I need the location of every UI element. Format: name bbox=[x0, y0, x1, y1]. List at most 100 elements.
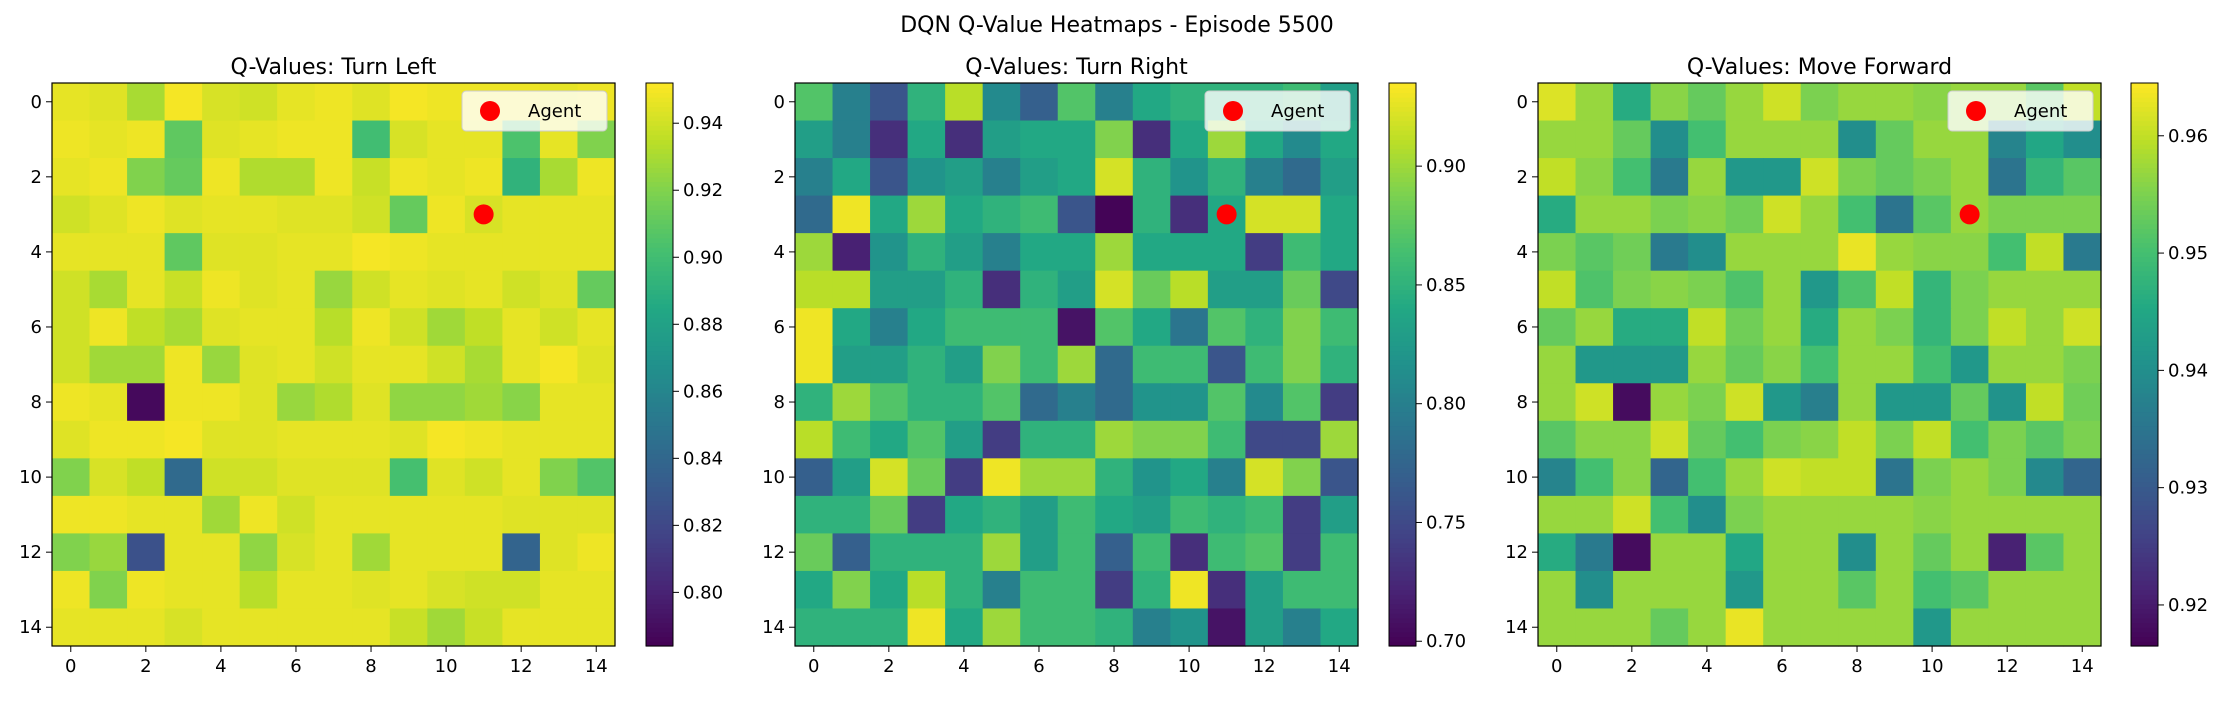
heatmap-cell bbox=[464, 383, 503, 422]
colorbar-segment bbox=[1389, 247, 1416, 253]
heatmap-cell bbox=[239, 158, 278, 197]
colorbar-segment bbox=[646, 538, 673, 544]
heatmap-cell bbox=[1763, 608, 1802, 647]
colorbar-segment bbox=[2131, 364, 2158, 370]
colorbar-segment bbox=[646, 599, 673, 605]
heatmap-cell bbox=[1838, 420, 1877, 459]
heatmap-cell bbox=[1838, 495, 1877, 534]
colorbar-segment bbox=[2131, 331, 2158, 337]
legend: Agent bbox=[1947, 90, 2094, 132]
heatmap-cell bbox=[1320, 158, 1359, 197]
heatmap-cell bbox=[89, 420, 128, 459]
heatmap-cell bbox=[1725, 83, 1764, 122]
colorbar-segment bbox=[646, 514, 673, 520]
heatmap-cell bbox=[1725, 608, 1764, 647]
heatmap-cell bbox=[314, 120, 353, 159]
colorbar-segment bbox=[2131, 317, 2158, 323]
heatmap-cell bbox=[314, 345, 353, 384]
heatmap-cell bbox=[89, 570, 128, 610]
colorbar-segment bbox=[1389, 350, 1416, 356]
colorbar-segment bbox=[2131, 594, 2158, 600]
colorbar-segment bbox=[1389, 237, 1416, 244]
y-tick-label: 6 bbox=[774, 317, 785, 338]
heatmap-cell bbox=[1538, 420, 1577, 459]
colorbar-segment bbox=[646, 505, 673, 511]
heatmap-cell bbox=[1245, 308, 1284, 347]
colorbar-segment bbox=[2131, 430, 2158, 436]
heatmap-cell bbox=[1650, 608, 1689, 647]
colorbar: 0.92 0.93 0.94 0.95 0.96 bbox=[2130, 82, 2208, 647]
heatmap-cell bbox=[1320, 608, 1359, 647]
heatmap-cell bbox=[1320, 195, 1359, 234]
x-tick-label: 0 bbox=[1551, 656, 1562, 677]
colorbar-segment bbox=[646, 383, 673, 389]
y-tick-label: 2 bbox=[774, 167, 785, 188]
colorbar-segment bbox=[646, 397, 673, 403]
heatmap-cell bbox=[352, 533, 391, 572]
colorbar-segment bbox=[646, 176, 673, 183]
heatmap-cell bbox=[1095, 495, 1134, 534]
heatmap-cell bbox=[427, 308, 466, 347]
colorbar-segment bbox=[1389, 331, 1416, 337]
heatmap-cell bbox=[1320, 570, 1359, 610]
colorbar-segment bbox=[646, 275, 673, 281]
heatmap-cell bbox=[1913, 495, 1952, 534]
heatmap-cell bbox=[202, 608, 241, 647]
colorbar-segment bbox=[1389, 317, 1416, 323]
heatmap-cell bbox=[1170, 458, 1209, 497]
heatmap-cell bbox=[1282, 495, 1322, 534]
heatmap-cell bbox=[1057, 195, 1096, 234]
heatmap-cell bbox=[89, 533, 128, 572]
colorbar-segment bbox=[2131, 242, 2158, 248]
heatmap-cell bbox=[1800, 270, 1839, 309]
colorbar-segment bbox=[2131, 204, 2158, 211]
colorbar-segment bbox=[646, 345, 673, 352]
colorbar-segment bbox=[2131, 416, 2158, 422]
colorbar-frame bbox=[2130, 82, 2159, 647]
heatmap-cell bbox=[464, 608, 503, 647]
colorbar-segment bbox=[1389, 214, 1416, 220]
heatmap-cell bbox=[1650, 533, 1689, 572]
colorbar-tick-label: 0.96 bbox=[2168, 126, 2208, 147]
heatmap-cell bbox=[202, 458, 241, 497]
legend-label: Agent bbox=[1271, 101, 1324, 122]
heatmap-cell bbox=[1800, 383, 1839, 422]
heatmap-cell bbox=[502, 270, 541, 309]
heatmap-cell bbox=[1538, 495, 1577, 534]
heatmap-cell bbox=[1020, 533, 1059, 572]
colorbar-segment bbox=[1389, 195, 1416, 201]
heatmap-cell bbox=[1725, 308, 1764, 347]
heatmap-cell bbox=[1650, 308, 1689, 347]
heatmap-cell bbox=[2063, 420, 2102, 459]
colorbar-segment bbox=[646, 322, 673, 328]
heatmap-cell bbox=[352, 383, 391, 422]
colorbar-segment bbox=[1389, 158, 1416, 164]
heatmap-cell bbox=[202, 383, 241, 422]
heatmap-cell bbox=[577, 458, 616, 497]
colorbar-segment bbox=[646, 298, 673, 305]
heatmap-cell bbox=[52, 120, 91, 159]
heatmap-cell bbox=[1020, 83, 1059, 122]
heatmap-title: Q-Values: Turn Right bbox=[965, 55, 1188, 80]
colorbar-segment bbox=[1389, 514, 1416, 520]
heatmap-cell bbox=[1020, 195, 1059, 234]
heatmap-cell bbox=[427, 120, 466, 159]
heatmap-cell bbox=[127, 608, 166, 647]
colorbar-segment bbox=[2131, 181, 2158, 187]
heatmap-cell bbox=[127, 533, 166, 572]
heatmap-cell bbox=[277, 195, 316, 234]
heatmap-cell bbox=[389, 83, 428, 122]
colorbar-segment bbox=[2131, 420, 2158, 427]
heatmap-cell bbox=[52, 458, 91, 497]
heatmap-cell bbox=[1057, 383, 1096, 422]
colorbar-segment bbox=[2131, 284, 2158, 291]
colorbar-segment bbox=[1389, 115, 1416, 122]
heatmap-cell bbox=[1875, 270, 1914, 309]
colorbar-segment bbox=[1389, 631, 1416, 638]
heatmap-cells bbox=[52, 83, 616, 647]
heatmap-cell bbox=[1763, 533, 1802, 572]
heatmap-cell bbox=[127, 195, 166, 234]
colorbar-segment bbox=[2131, 308, 2158, 314]
colorbar-frame bbox=[1388, 82, 1417, 647]
heatmap-cell bbox=[1132, 120, 1171, 159]
